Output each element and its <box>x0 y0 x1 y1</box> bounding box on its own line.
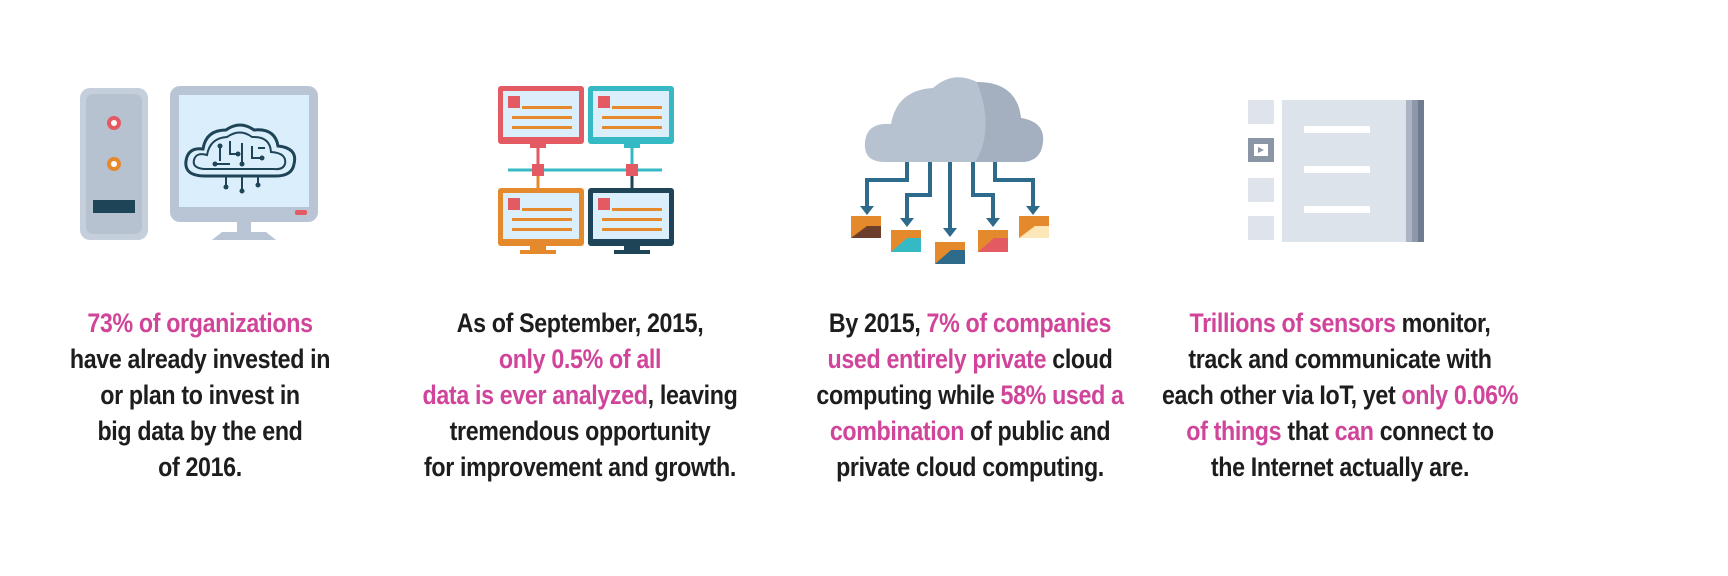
highlight-text: Trillions of sensors <box>1189 308 1396 338</box>
stat-caption-big-data-investment: 73% of organizations have already investe… <box>58 305 342 485</box>
body-text: have already invested in <box>69 344 331 374</box>
caption-line: of things that can connect to <box>1159 413 1520 449</box>
networked-monitors-icon <box>490 86 680 261</box>
caption-line: data is ever analyzed, leaving <box>408 377 752 413</box>
body-text: cloud <box>1046 344 1113 374</box>
caption-line: Trillions of sensors monitor, <box>1159 305 1520 341</box>
highlight-text: 7% of companies <box>926 308 1112 338</box>
body-text: of public and <box>964 416 1111 446</box>
caption-line: By 2015, 7% of companies <box>807 305 1134 341</box>
cloud-folders-icon <box>845 70 1065 270</box>
caption-line: the Internet actually are. <box>1159 449 1520 485</box>
stat-caption-cloud-computing: By 2015, 7% of companies used entirely pr… <box>807 305 1134 485</box>
body-text: monitor, <box>1395 308 1491 338</box>
server-monitor-cloud-icon <box>80 86 360 246</box>
document-stack-icon <box>1246 98 1426 244</box>
caption-line: big data by the end <box>58 413 342 449</box>
body-text: of 2016. <box>158 452 242 482</box>
body-text: private cloud computing. <box>836 452 1104 482</box>
caption-line: computing while 58% used a <box>807 377 1134 413</box>
highlight-text: only 0.5% of all <box>498 344 662 374</box>
highlight-text: 73% of organizations <box>87 308 313 338</box>
caption-line: have already invested in <box>58 341 342 377</box>
caption-line: tremendous opportunity <box>408 413 752 449</box>
body-text: for improvement and growth. <box>424 452 736 482</box>
stat-caption-iot-sensors: Trillions of sensors monitor, track and c… <box>1159 305 1520 485</box>
stat-caption-data-analyzed: As of September, 2015, only 0.5% of all da… <box>408 305 752 485</box>
caption-line: combination of public and <box>807 413 1134 449</box>
body-text: As of September, 2015, <box>456 308 704 338</box>
body-text: tremendous opportunity <box>449 416 711 446</box>
caption-line: only 0.5% of all <box>408 341 752 377</box>
caption-line: for improvement and growth. <box>408 449 752 485</box>
highlight-text: data is ever analyzed <box>422 380 648 410</box>
highlight-text: of things <box>1186 416 1282 446</box>
body-text: or plan to invest in <box>100 380 300 410</box>
caption-line: track and communicate with <box>1159 341 1520 377</box>
caption-line: used entirely private cloud <box>807 341 1134 377</box>
body-text: big data by the end <box>97 416 303 446</box>
body-text: , leaving <box>647 380 738 410</box>
caption-line: or plan to invest in <box>58 377 342 413</box>
caption-line: private cloud computing. <box>807 449 1134 485</box>
highlight-text: used entirely private <box>827 344 1047 374</box>
highlight-text: can <box>1334 416 1374 446</box>
body-text: By 2015, <box>828 308 927 338</box>
body-text: track and communicate with <box>1188 344 1492 374</box>
highlight-text: combination <box>829 416 965 446</box>
highlight-text: 58% used a <box>1000 380 1124 410</box>
body-text: each other via IoT, yet <box>1161 380 1402 410</box>
caption-line: As of September, 2015, <box>408 305 752 341</box>
body-text: connect to <box>1373 416 1494 446</box>
caption-line: each other via IoT, yet only 0.06% <box>1159 377 1520 413</box>
caption-line: 73% of organizations <box>58 305 342 341</box>
caption-line: of 2016. <box>58 449 342 485</box>
body-text: the Internet actually are. <box>1210 452 1470 482</box>
body-text: that <box>1281 416 1335 446</box>
highlight-text: only 0.06% <box>1401 380 1519 410</box>
body-text: computing while <box>816 380 1001 410</box>
